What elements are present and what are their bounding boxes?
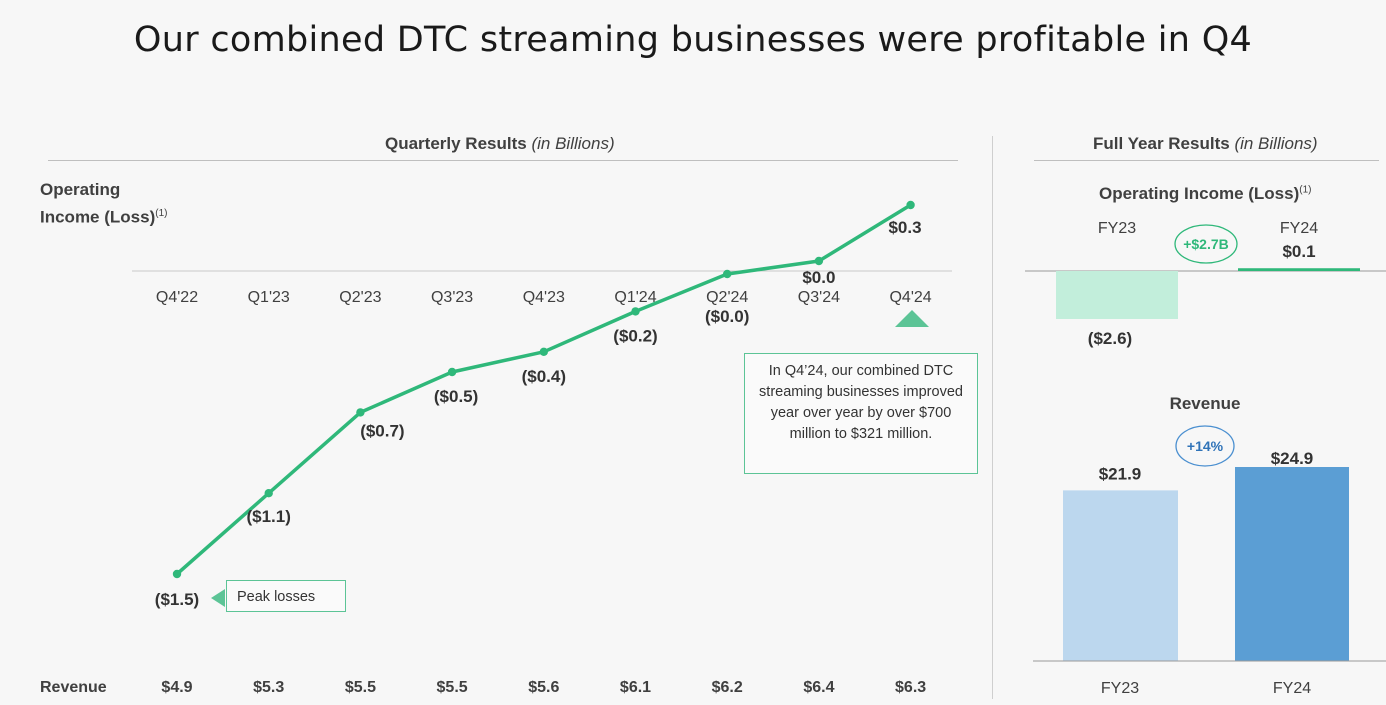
quarterly-header-italic: (in Billions) <box>531 134 615 153</box>
peak-losses-label: Peak losses <box>226 580 346 612</box>
peak-losses-arrow-icon <box>211 589 225 607</box>
revenue-value-Q223: $5.5 <box>345 679 376 696</box>
full-year-chart: FY23 FY24 $0.1 ($2.6) +$2.7B Revenue +14… <box>1025 220 1386 697</box>
operating-income-footnote: (1) <box>155 208 168 219</box>
tick-label-Q223: Q2'23 <box>339 289 381 306</box>
operating-income-label-line1: Operating <box>40 180 121 199</box>
tick-label-Q323: Q3'23 <box>431 289 473 306</box>
fy23-revenue-bar <box>1063 490 1178 661</box>
revenue-row-label: Revenue <box>40 679 107 696</box>
data-point-Q424 <box>906 200 915 210</box>
revenue-change-value: +14% <box>1187 438 1224 454</box>
fy24-revenue-value: $24.9 <box>1271 449 1314 468</box>
value-label-Q424: $0.3 <box>888 218 921 237</box>
full-year-header-bold: Full Year Results <box>1093 134 1230 153</box>
fy24-revenue-bar <box>1235 467 1349 661</box>
revenue-value-Q124: $6.1 <box>620 679 651 696</box>
oi-change-value: +$2.7B <box>1183 236 1229 252</box>
quarterly-header: Quarterly Results (in Billions) <box>385 134 615 154</box>
value-label-Q224: ($0.0) <box>705 307 749 326</box>
oi-change-badge <box>1174 224 1238 264</box>
panel-divider <box>992 136 993 699</box>
quarterly-header-bold: Quarterly Results <box>385 134 527 153</box>
revenue-value-Q323: $5.5 <box>437 679 468 696</box>
fy-oi-title-text: Operating Income (Loss) <box>1099 184 1300 203</box>
operating-income-label-line2: Income (Loss) <box>40 207 156 227</box>
full-year-header: Full Year Results (in Billions) <box>1093 134 1318 154</box>
q4-callout-box: In Q4’24, our combined DTC streaming bus… <box>744 353 978 474</box>
data-point-Q324 <box>814 256 824 266</box>
fy23-oi-bar <box>1056 271 1178 319</box>
value-label-Q124: ($0.2) <box>613 326 657 345</box>
fy23-oi-category: FY23 <box>1098 220 1136 237</box>
tick-label-Q324: Q3'24 <box>798 289 840 306</box>
tick-label-Q423: Q4'23 <box>523 289 565 306</box>
operating-income-points <box>172 200 915 579</box>
tick-label-Q424: Q4'24 <box>889 289 931 306</box>
fy24-oi-bar <box>1238 268 1360 271</box>
value-label-Q423: ($0.4) <box>522 367 566 386</box>
revenue-value-Q224: $6.2 <box>712 679 743 696</box>
page-title: Our combined DTC streaming businesses we… <box>133 20 1253 60</box>
data-point-Q423 <box>539 347 548 356</box>
revenue-value-labels: $4.9 $5.3 $5.5 $5.5 $5.6 $6.1 $6.2 $6.4 $6.3 <box>161 679 926 696</box>
value-label-Q223: ($0.7) <box>360 421 404 440</box>
data-point-Q323 <box>447 367 457 377</box>
value-label-Q324: $0.0 <box>802 268 835 287</box>
tick-label-Q124: Q1'24 <box>614 289 656 306</box>
full-year-header-rule <box>1034 160 1379 161</box>
quarterly-chart: Q4'22 Q1'23 Q2'23 Q3'23 Q4'23 Q1'24 Q2'24 Q3'24… <box>40 200 952 696</box>
tick-label-Q123: Q1'23 <box>248 289 290 306</box>
tick-label-Q224: Q2'24 <box>706 289 748 306</box>
quarter-tick-labels: Q4'22 Q1'23 Q2'23 Q3'23 Q4'23 Q1'24 Q2'24 Q3'24… <box>156 289 932 306</box>
value-label-Q323: ($0.5) <box>434 387 478 406</box>
tick-label-Q422: Q4'22 <box>156 289 198 306</box>
fy24-oi-category: FY24 <box>1280 220 1318 237</box>
callout-pointer-icon <box>895 310 929 327</box>
data-point-Q224 <box>723 269 732 279</box>
operating-income-value-labels: ($1.5) ($1.1) ($0.7) ($0.5) ($0.4) ($0.2) ($0.… <box>155 218 922 609</box>
revenue-change-badge <box>1175 425 1235 467</box>
data-point-Q223 <box>356 408 365 417</box>
fy24-oi-value: $0.1 <box>1282 242 1315 261</box>
data-point-Q123 <box>264 489 273 498</box>
value-label-Q422: ($1.5) <box>155 590 199 609</box>
value-label-Q123: ($1.1) <box>246 507 290 526</box>
revenue-value-Q324: $6.4 <box>803 679 834 696</box>
fy23-oi-value: ($2.6) <box>1088 329 1132 348</box>
data-point-Q124 <box>631 307 640 316</box>
revenue-value-Q423: $5.6 <box>528 679 559 696</box>
fy24-revenue-category: FY24 <box>1273 680 1311 697</box>
fy23-revenue-value: $21.9 <box>1099 464 1142 483</box>
revenue-value-Q422: $4.9 <box>161 679 192 696</box>
fy23-revenue-category: FY23 <box>1101 680 1139 697</box>
fy-operating-income-title: Operating Income (Loss)(1) <box>1099 184 1311 204</box>
revenue-value-Q424: $6.3 <box>895 679 926 696</box>
full-year-header-italic: (in Billions) <box>1234 134 1318 153</box>
fy-revenue-title: Revenue <box>1170 394 1241 413</box>
data-point-Q422 <box>172 569 182 579</box>
quarterly-header-rule <box>48 160 958 161</box>
revenue-value-Q123: $5.3 <box>253 679 284 696</box>
operating-income-label: Operating Income (Loss)(1) <box>40 178 167 230</box>
fy-oi-footnote: (1) <box>1299 184 1312 196</box>
